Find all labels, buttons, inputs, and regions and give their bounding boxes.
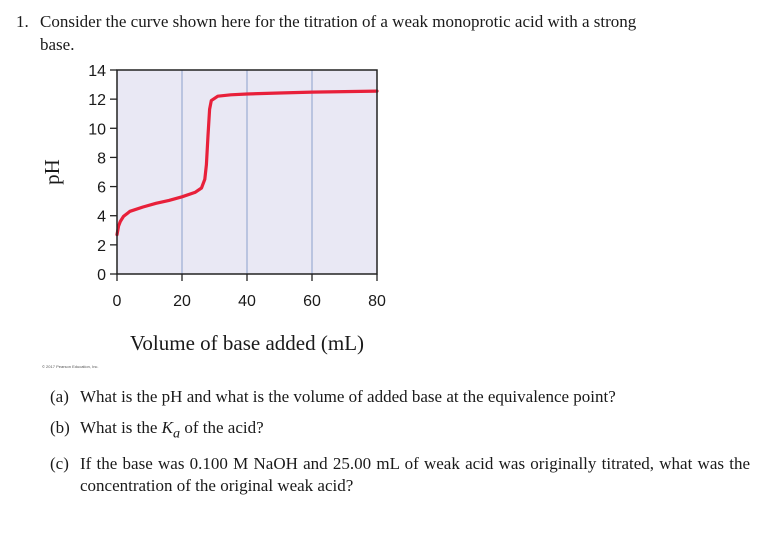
- part-c-label: (c): [50, 454, 69, 474]
- part-b-label: (b): [50, 418, 70, 437]
- y-tick-label-0: 0: [97, 267, 106, 284]
- y-tick-label-6: 6: [97, 180, 106, 197]
- question-number: 1.: [16, 12, 29, 31]
- question-intro-line2: base.: [40, 35, 75, 54]
- x-tick-label-20: 20: [173, 293, 191, 310]
- part-b-text: What is the Ka of the acid?: [80, 417, 750, 444]
- question-intro: 1. Consider the curve shown here for the …: [16, 10, 746, 56]
- grid-lines: [181, 70, 313, 274]
- x-tick-label-40: 40: [238, 293, 256, 310]
- x-axis-title: Volume of base added (mL): [130, 331, 364, 355]
- ka-symbol: K: [161, 418, 174, 437]
- part-a-label: (a): [50, 387, 69, 406]
- part-a: (a) What is the pH and what is the volum…: [50, 386, 750, 408]
- part-c-text: If the base was 0.100 M NaOH and 25.00 m…: [80, 454, 750, 496]
- part-b-text-before: What is the: [80, 418, 162, 437]
- x-axis: 0 20 40 60 80: [113, 274, 386, 310]
- y-tick-label-12: 12: [88, 92, 106, 109]
- y-axis-title: pH: [40, 159, 64, 185]
- y-tick-label-14: 14: [88, 63, 106, 80]
- question-intro-line1: Consider the curve shown here for the ti…: [40, 12, 637, 31]
- x-tick-label-60: 60: [303, 293, 321, 310]
- x-tick-label-80: 80: [368, 293, 386, 310]
- y-axis: 0 2 4 6 8 10 12 14: [88, 63, 117, 284]
- part-a-text: What is the pH and what is the volume of…: [80, 387, 616, 406]
- ka-subscript: a: [173, 425, 181, 442]
- part-b-text-after: of the acid?: [180, 418, 264, 437]
- part-c: (c) If the base was 0.100 M NaOH and 25.…: [50, 453, 750, 497]
- y-tick-label-10: 10: [88, 121, 106, 138]
- copyright-text: © 2017 Pearson Education, Inc.: [42, 364, 99, 369]
- y-tick-label-2: 2: [97, 238, 106, 255]
- question-parts: (a) What is the pH and what is the volum…: [50, 386, 750, 506]
- part-b: (b) What is the Ka of the acid?: [50, 417, 750, 444]
- y-tick-label-8: 8: [97, 150, 106, 167]
- titration-curve: [115, 89, 379, 237]
- titration-chart: 0 2 4 6 8 10 12 14 0 20 40 60 80 pH Volume of base …: [40, 63, 386, 369]
- y-tick-label-4: 4: [97, 209, 106, 226]
- x-tick-label-0: 0: [113, 293, 122, 310]
